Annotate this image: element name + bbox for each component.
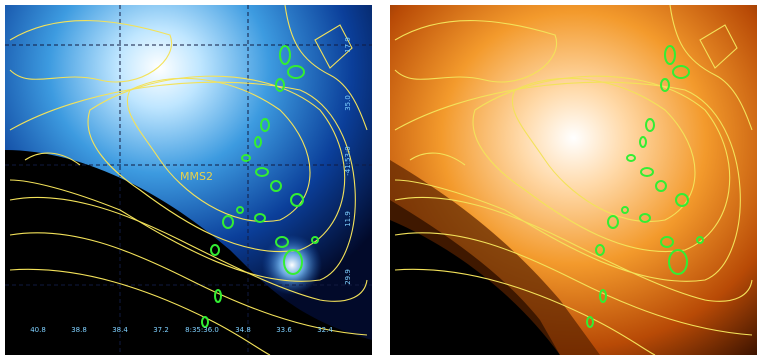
dec-label: 29.9 (344, 269, 352, 285)
dec-label: 17.9 (344, 37, 352, 53)
dec-labels: 17.9 35.0 -41:53:0 11.9 29.9 (344, 37, 352, 285)
shadow (390, 160, 600, 355)
ra-label: 38.8 (71, 326, 87, 334)
right-panel (390, 5, 757, 355)
ra-label: 40.8 (30, 326, 46, 334)
dec-label: 35.0 (344, 95, 352, 111)
dec-label: -41:53:0 (344, 146, 352, 176)
ra-label: 37.2 (153, 326, 169, 334)
dec-label: 11.9 (344, 211, 352, 227)
ra-label: 8:35:36.0 (185, 326, 219, 334)
coordinate-grid (5, 5, 372, 355)
left-panel: MMS2 40.8 38.8 38.4 37.2 8:35:36.0 34.8 33.6 32… (5, 5, 372, 355)
ra-label: 34.8 (235, 326, 251, 334)
ra-label: 33.6 (276, 326, 292, 334)
ra-labels: 40.8 38.8 38.4 37.2 8:35:36.0 34.8 33.6 32.4 (30, 326, 333, 334)
source-label: MMS2 (180, 170, 213, 183)
ra-label: 38.4 (112, 326, 128, 334)
ra-label: 32.4 (317, 326, 333, 334)
bright-spot (262, 235, 322, 295)
